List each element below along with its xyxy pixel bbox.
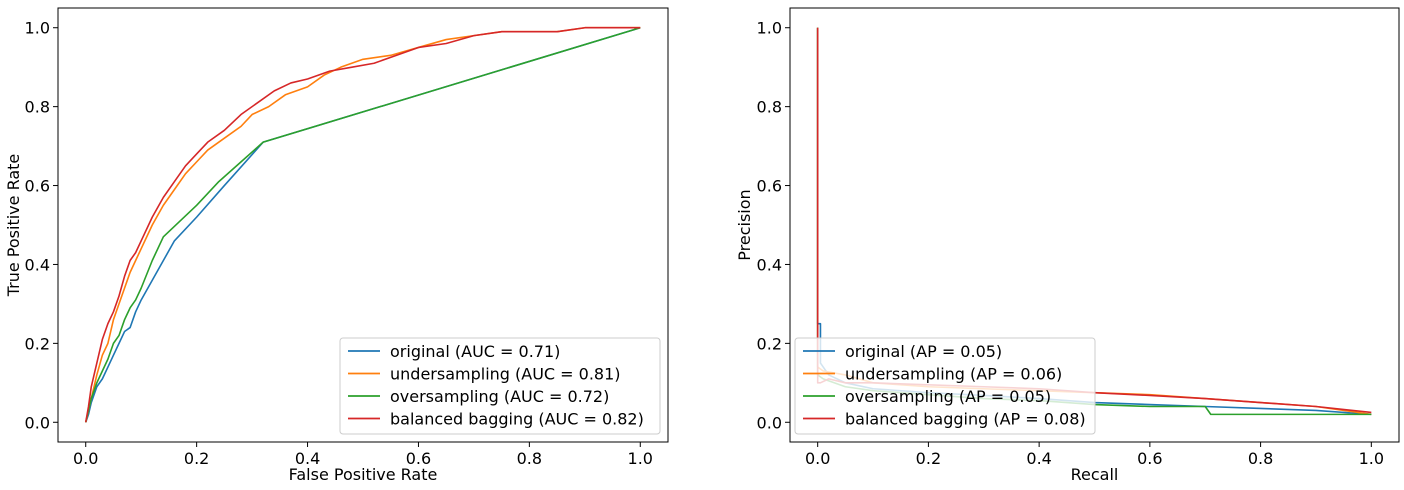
y-tick-label: 1.0 (25, 19, 50, 38)
legend-box (794, 337, 1096, 435)
y-tick-label: 0.6 (757, 177, 782, 196)
series-lines (84, 26, 641, 423)
legend-label-3: oversampling (AUC = 0.72) (390, 387, 609, 406)
x-tick-label: 0.6 (406, 449, 431, 468)
y-tick-label: 0.4 (25, 255, 50, 274)
x-tick-label: 0.4 (295, 449, 320, 468)
legend-label-2: undersampling (AUC = 0.81) (390, 365, 621, 384)
legend-label-1: original (AUC = 0.71) (390, 342, 560, 361)
y-tick-label: 0.8 (757, 98, 782, 117)
x-tick-label: 0.2 (916, 449, 941, 468)
roc-curve-plot: 0.0 0.2 0.4 0.6 0.8 1.0 0.0 0.2 0.4 0.6 0.8 1.0 Fals… (4, 7, 669, 484)
y-tick-label: 0.2 (757, 334, 782, 353)
legend: original (AP = 0.05) undersampling (AP = … (794, 337, 1096, 435)
legend-label-1: original (AP = 0.05) (845, 342, 1002, 361)
x-tick-label: 1.0 (1359, 449, 1384, 468)
legend: original (AUC = 0.71) undersampling (AUC … (339, 337, 661, 435)
y-tick-label: 1.0 (757, 19, 782, 38)
y-tick-label: 0.6 (25, 177, 50, 196)
series-line-4 (84, 26, 641, 423)
y-axis-label: Precision (735, 189, 754, 260)
legend-label-4: balanced bagging (AUC = 0.82) (390, 410, 644, 429)
x-tick-label: 1.0 (628, 449, 653, 468)
y-tick-label: 0.0 (757, 413, 782, 432)
legend-label-4: balanced bagging (AP = 0.08) (845, 410, 1086, 429)
x-tick-label: 0.6 (1137, 449, 1162, 468)
y-axis-label: True Positive Rate (4, 154, 23, 298)
y-tick-label: 0.0 (25, 413, 50, 432)
y-tick-label: 0.8 (25, 98, 50, 117)
x-tick-label: 0.0 (73, 449, 98, 468)
legend-box (339, 337, 661, 435)
axes-frame (789, 7, 1400, 443)
x-tick-label: 0.4 (1026, 449, 1051, 468)
legend-label-2: undersampling (AP = 0.06) (845, 365, 1062, 384)
x-tick-label: 0.8 (1248, 449, 1273, 468)
legend-label-3: oversampling (AP = 0.05) (845, 387, 1051, 406)
x-axis-label: False Positive Rate (289, 465, 438, 484)
series-line-1 (84, 26, 641, 423)
y-tick-label: 0.4 (757, 255, 782, 274)
axes-frame (57, 7, 669, 443)
x-tick-label: 0.2 (184, 449, 209, 468)
x-tick-label: 0.8 (517, 449, 542, 468)
x-tick-label: 0.0 (805, 449, 830, 468)
series-line-3 (84, 26, 641, 423)
precision-recall-plot: 0.0 0.2 0.4 0.6 0.8 1.0 0.0 0.2 0.4 0.6 0.8 1.0 Reca… (735, 7, 1400, 484)
y-tick-label: 0.2 (25, 334, 50, 353)
x-axis-label: Recall (1071, 465, 1119, 484)
